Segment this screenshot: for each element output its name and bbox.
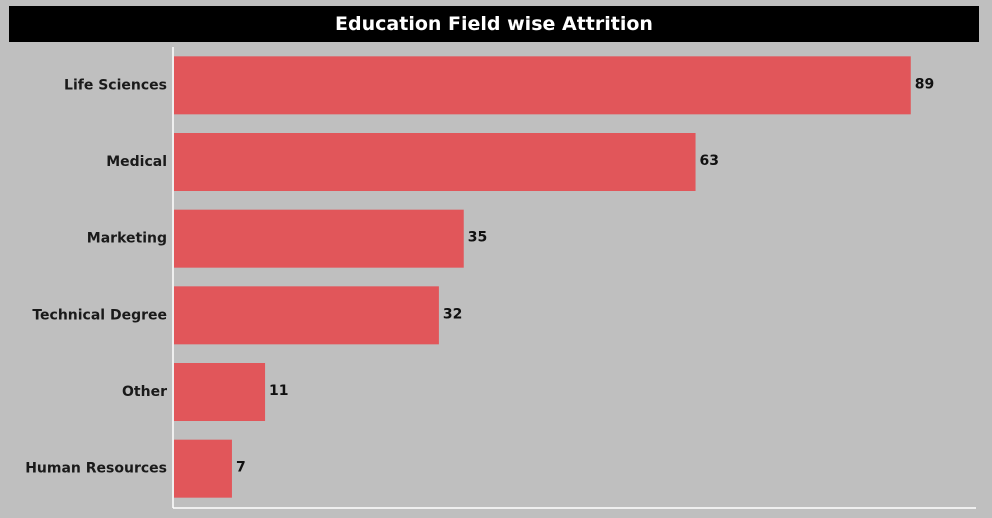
data-label: 32 (443, 306, 462, 322)
bar (174, 209, 464, 268)
bar (174, 133, 696, 191)
category-label: Marketing (87, 231, 167, 247)
bar (174, 56, 911, 115)
category-label: Other (122, 384, 167, 400)
chart-title: Education Field wise Attrition (9, 6, 979, 42)
data-label: 11 (269, 383, 288, 399)
bar (174, 439, 232, 498)
data-label: 63 (700, 153, 719, 169)
bar (174, 363, 266, 421)
data-label: 7 (236, 460, 246, 476)
category-label: Human Resources (25, 461, 167, 477)
category-label: Technical Degree (32, 307, 167, 323)
category-label: Medical (106, 154, 167, 170)
data-label: 35 (468, 230, 487, 246)
bar (174, 286, 439, 345)
data-label: 89 (915, 76, 934, 92)
category-label: Life Sciences (64, 77, 167, 93)
